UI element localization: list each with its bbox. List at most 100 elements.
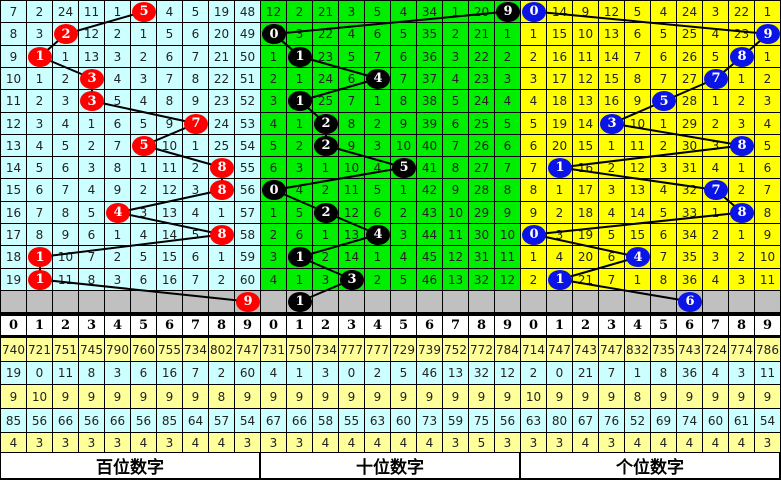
table-cell: 16 [157, 269, 182, 290]
table-cell: 6 [651, 224, 676, 245]
table-cell: 7 [157, 68, 182, 89]
table-cell: 7 [339, 90, 364, 112]
stat-cell: 9 [235, 385, 260, 408]
table-cell: 2 [79, 135, 104, 156]
table-cell: 22 [729, 1, 754, 22]
table-cell: 1 [729, 224, 754, 245]
table-cell: 13 [443, 269, 468, 290]
table-cell: 2 [131, 46, 156, 67]
table-cell: 21 [209, 46, 234, 67]
table-cell: 4 [599, 202, 624, 223]
number-ball: 2 [54, 24, 78, 44]
table-cell: 24 [53, 1, 78, 22]
table-cell: 41 [417, 157, 442, 178]
digit-header: 6 [157, 316, 182, 335]
table-cell: 7 [651, 246, 676, 268]
stat-cell: 9 [547, 385, 572, 408]
table-cell: 11 [53, 269, 78, 290]
table-cell: 23 [729, 23, 754, 45]
table-cell: 6 [755, 157, 780, 178]
digit-header: 7 [703, 316, 728, 335]
stat-cell: 9 [417, 385, 442, 408]
table-cell: 6 [365, 202, 390, 223]
stat-cell: 9 [105, 385, 130, 408]
stat-cell: 46 [417, 362, 442, 384]
table-cell: 15 [1, 179, 26, 201]
table-cell: 7 [625, 46, 650, 67]
table-cell: 8 [443, 157, 468, 178]
table-cell: 2 [313, 246, 338, 268]
table-cell: 2 [729, 246, 754, 268]
stat-cell: 8 [625, 385, 650, 408]
table-cell: 15 [547, 23, 572, 45]
stat-cell: 724 [703, 338, 728, 361]
table-cell: 3 [261, 90, 286, 112]
stat-cell: 9 [365, 385, 390, 408]
table-cell: 45 [417, 246, 442, 268]
stat-cell: 60 [703, 409, 728, 432]
table-cell: 23 [313, 46, 338, 67]
stat-cell: 69 [651, 409, 676, 432]
stat-cell: 9 [157, 385, 182, 408]
table-cell: 13 [1, 135, 26, 156]
stat-cell: 772 [469, 338, 494, 361]
stat-cell: 9 [313, 385, 338, 408]
number-ball: 1 [288, 247, 312, 267]
table-cell: 6 [183, 246, 208, 268]
digit-header: 6 [677, 316, 702, 335]
table-cell: 7 [599, 269, 624, 290]
table-cell: 18 [573, 202, 598, 223]
table-cell: 13 [79, 46, 104, 67]
digit-header: 0 [261, 316, 286, 335]
blank-cell [157, 291, 182, 312]
stat-cell: 4 [183, 433, 208, 452]
number-ball: 1 [28, 46, 52, 67]
table-cell: 25 [209, 135, 234, 156]
table-cell: 7 [183, 269, 208, 290]
stat-cell: 4 [261, 362, 286, 384]
stat-cell: 9 [183, 385, 208, 408]
table-cell: 1 [313, 224, 338, 245]
table-cell: 2 [703, 113, 728, 134]
table-cell: 3 [703, 246, 728, 268]
stat-cell: 10 [27, 385, 52, 408]
digit-header: 7 [443, 316, 468, 335]
table-cell: 7 [79, 246, 104, 268]
table-cell: 8 [755, 202, 780, 223]
table-cell: 1 [209, 202, 234, 223]
table-cell: 35 [417, 23, 442, 45]
stat-cell: 9 [599, 385, 624, 408]
table-cell: 14 [573, 113, 598, 134]
table-cell: 1 [313, 157, 338, 178]
stat-cell: 734 [183, 338, 208, 361]
stat-cell: 7 [183, 362, 208, 384]
stat-cell: 75 [469, 409, 494, 432]
table-cell: 18 [547, 90, 572, 112]
table-cell: 1 [261, 202, 286, 223]
table-cell: 2 [287, 135, 312, 156]
table-cell: 7 [183, 46, 208, 67]
stat-cell: 751 [53, 338, 78, 361]
table-cell: 15 [573, 135, 598, 156]
table-cell: 3 [391, 224, 416, 245]
table-cell: 10 [573, 23, 598, 45]
stat-cell: 57 [209, 409, 234, 432]
stat-cell: 11 [53, 362, 78, 384]
table-cell: 8 [157, 90, 182, 112]
table-cell: 5 [651, 202, 676, 223]
stat-cell: 4 [703, 433, 728, 452]
table-cell: 9 [183, 90, 208, 112]
table-cell: 2 [599, 157, 624, 178]
table-cell: 28 [677, 90, 702, 112]
table-cell: 2 [495, 46, 520, 67]
digit-header: 6 [417, 316, 442, 335]
table-cell: 3 [287, 157, 312, 178]
stat-cell: 3 [443, 433, 468, 452]
table-cell: 7 [495, 157, 520, 178]
table-cell: 3 [729, 113, 754, 134]
panel-label: 十位数字 [261, 453, 519, 478]
table-cell: 4 [547, 246, 572, 268]
stat-cell: 3 [521, 433, 546, 452]
stat-cell: 4 [1, 433, 26, 452]
stat-cell: 9 [339, 385, 364, 408]
